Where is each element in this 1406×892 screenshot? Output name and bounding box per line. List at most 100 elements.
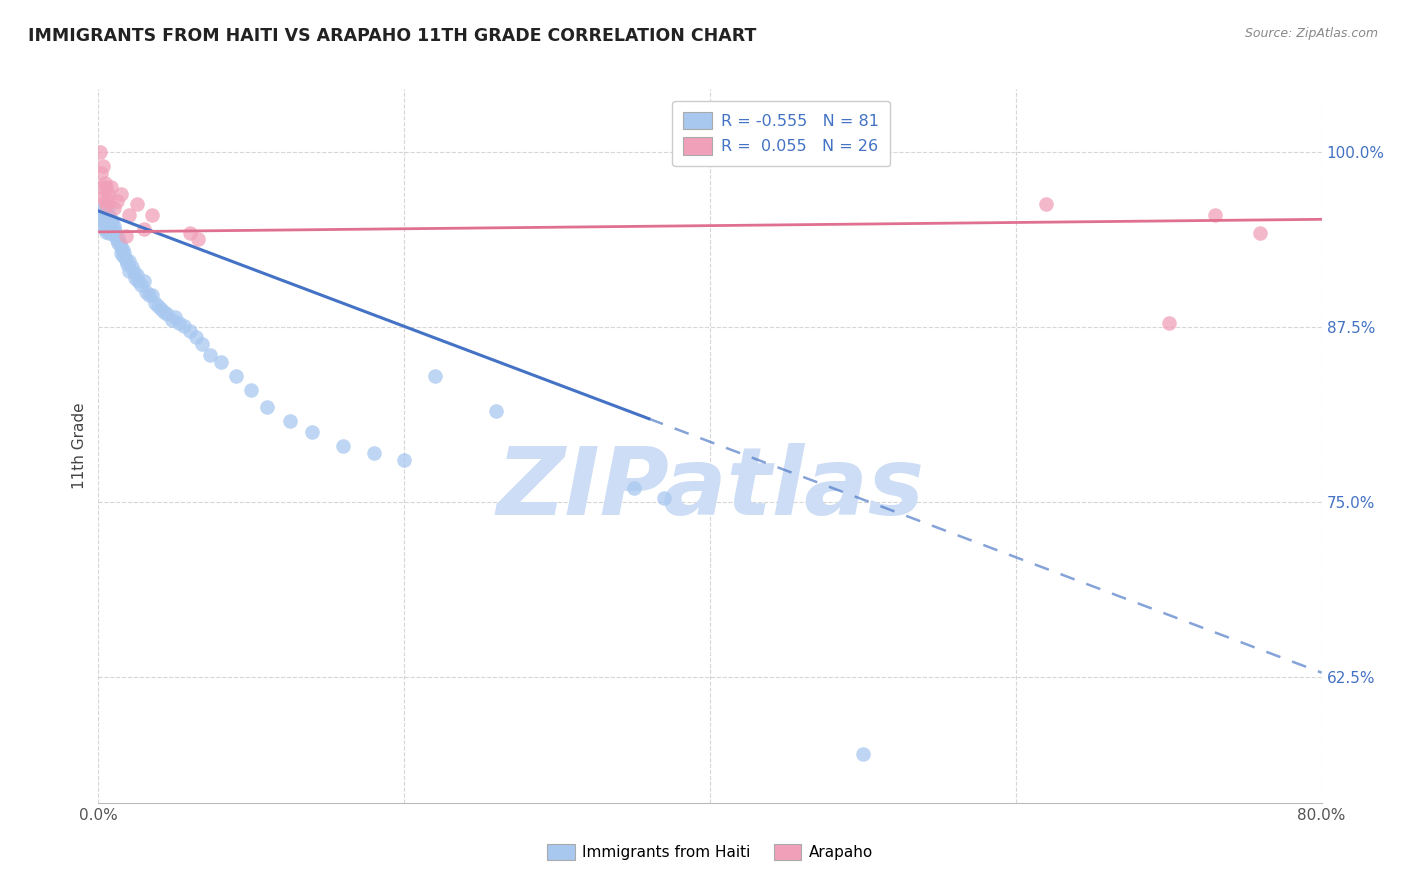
Point xyxy=(138,288,160,302)
Point xyxy=(91,212,114,227)
Point xyxy=(103,227,125,241)
Point xyxy=(105,233,128,247)
Point xyxy=(301,425,323,439)
Point xyxy=(187,232,209,246)
Point xyxy=(98,227,121,241)
Point xyxy=(240,383,263,397)
Point xyxy=(111,243,134,257)
Point xyxy=(93,176,115,190)
Point xyxy=(173,318,195,333)
Text: ZIPatlas: ZIPatlas xyxy=(496,442,924,535)
Point xyxy=(118,264,141,278)
Point xyxy=(191,336,214,351)
Point xyxy=(89,145,111,160)
Text: IMMIGRANTS FROM HAITI VS ARAPAHO 11TH GRADE CORRELATION CHART: IMMIGRANTS FROM HAITI VS ARAPAHO 11TH GR… xyxy=(28,27,756,45)
Point xyxy=(256,400,278,414)
Point xyxy=(485,404,508,418)
Point xyxy=(169,316,191,330)
Point xyxy=(163,310,186,325)
Point xyxy=(141,288,163,302)
Point xyxy=(118,254,141,268)
Point xyxy=(115,252,138,267)
Point xyxy=(90,166,112,180)
Point xyxy=(94,180,117,194)
Point xyxy=(94,219,117,234)
Point xyxy=(129,278,152,293)
Point xyxy=(118,208,141,222)
Point xyxy=(103,219,125,234)
Point xyxy=(104,229,127,244)
Point xyxy=(108,236,131,251)
Point xyxy=(105,227,128,242)
Point xyxy=(94,205,117,219)
Point xyxy=(97,208,120,222)
Point xyxy=(97,222,120,236)
Text: Source: ZipAtlas.com: Source: ZipAtlas.com xyxy=(1244,27,1378,40)
Point xyxy=(93,215,115,229)
Point xyxy=(94,212,117,227)
Point xyxy=(91,218,114,232)
Point xyxy=(160,313,183,327)
Point xyxy=(101,222,124,236)
Point xyxy=(107,232,129,246)
Point xyxy=(94,225,117,239)
Point xyxy=(98,215,121,229)
Point xyxy=(652,491,675,505)
Point xyxy=(103,201,125,215)
Point xyxy=(278,414,301,428)
Y-axis label: 11th Grade: 11th Grade xyxy=(72,402,87,490)
Point xyxy=(90,180,112,194)
Point xyxy=(91,203,114,218)
Point xyxy=(1035,197,1057,211)
Point xyxy=(143,296,166,310)
Point xyxy=(100,225,122,239)
Point xyxy=(141,208,163,222)
Point xyxy=(100,219,122,234)
Point xyxy=(98,194,121,208)
Point xyxy=(91,190,114,204)
Point xyxy=(179,227,201,241)
Point xyxy=(98,210,121,224)
Point xyxy=(1157,316,1180,330)
Point xyxy=(90,208,112,222)
Point xyxy=(101,215,124,229)
Point xyxy=(115,229,138,244)
Point xyxy=(121,260,143,274)
Point xyxy=(93,222,115,236)
Point xyxy=(111,249,134,263)
Point xyxy=(105,194,128,208)
Point xyxy=(110,240,132,254)
Point xyxy=(100,180,122,194)
Point xyxy=(97,201,120,215)
Point xyxy=(93,194,115,208)
Point xyxy=(146,299,169,313)
Point xyxy=(125,268,148,283)
Point xyxy=(97,187,120,202)
Point xyxy=(124,271,146,285)
Point xyxy=(179,324,201,338)
Point xyxy=(125,197,148,211)
Point xyxy=(186,330,208,344)
Point xyxy=(122,265,145,279)
Point xyxy=(198,348,221,362)
Point xyxy=(1249,227,1271,241)
Point xyxy=(209,355,232,369)
Point xyxy=(91,159,114,173)
Point xyxy=(93,208,115,222)
Point xyxy=(104,223,127,237)
Point xyxy=(107,236,129,251)
Point xyxy=(127,274,149,288)
Point xyxy=(112,246,135,260)
Point xyxy=(150,301,173,316)
Point xyxy=(1204,208,1226,222)
Point xyxy=(135,285,157,299)
Point xyxy=(97,215,120,229)
Point xyxy=(117,257,139,271)
Legend: Immigrants from Haiti, Arapaho: Immigrants from Haiti, Arapaho xyxy=(541,838,879,866)
Point xyxy=(89,205,111,219)
Point xyxy=(110,187,132,202)
Point xyxy=(623,481,645,495)
Point xyxy=(134,274,156,288)
Point xyxy=(392,453,416,467)
Point xyxy=(852,747,875,761)
